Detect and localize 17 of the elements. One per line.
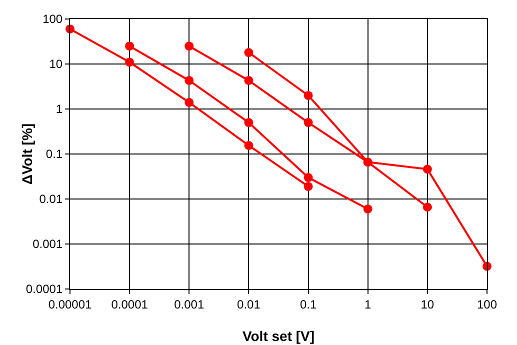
x-axis-title: Volt set [V] bbox=[242, 328, 315, 344]
y-tick-label: 1 bbox=[56, 102, 63, 116]
x-tick-label: 0.1 bbox=[300, 297, 317, 312]
x-tick-label: 0.001 bbox=[174, 297, 204, 312]
x-tick-label: 0.0001 bbox=[111, 297, 148, 312]
y-tick-label: 0.0001 bbox=[26, 282, 63, 296]
x-tick-label: 10 bbox=[420, 297, 434, 312]
x-tick-label: 0.01 bbox=[237, 297, 261, 312]
y-tick-label: 0.001 bbox=[32, 237, 63, 252]
y-tick-label: 0.01 bbox=[39, 192, 63, 206]
x-tick-label: 0.00001 bbox=[48, 297, 92, 312]
y-tick-label: 0.1 bbox=[46, 147, 63, 162]
y-tick-label: 10 bbox=[49, 57, 63, 72]
y-axis-title: ΔVolt [%] bbox=[19, 123, 35, 185]
x-tick-label: 1 bbox=[364, 297, 372, 312]
x-tick-label: 100 bbox=[476, 297, 498, 312]
y-tick-label: 100 bbox=[42, 12, 63, 26]
